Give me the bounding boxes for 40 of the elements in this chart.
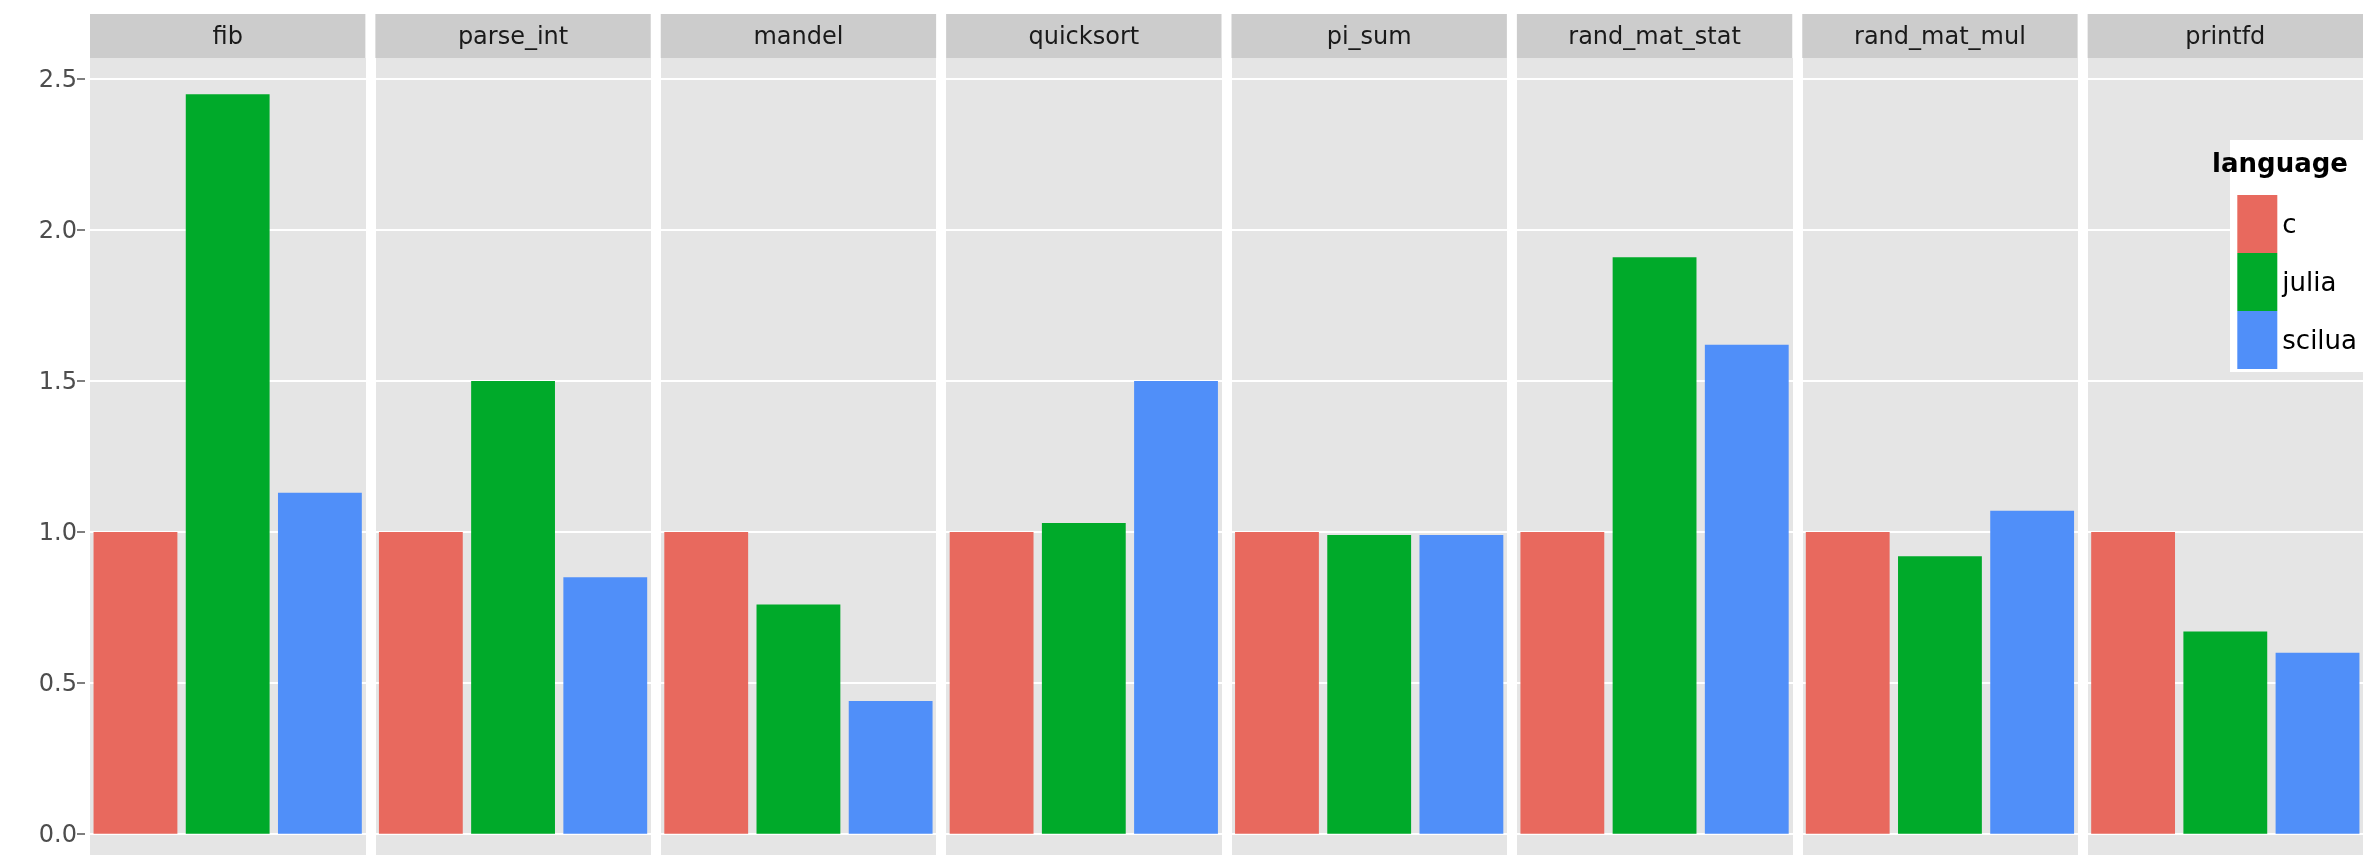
x-tick-label: quicksort [1028, 22, 1140, 50]
bar [1419, 534, 1504, 834]
bar [2183, 631, 2268, 834]
legend-title: language [2212, 148, 2349, 178]
bar [185, 94, 270, 834]
legend-label: scilua [2282, 325, 2357, 355]
x-tick-label: fib [212, 22, 243, 50]
bar [1704, 344, 1789, 834]
legend-label: c [2282, 209, 2297, 239]
x-tick-label: parse_int [457, 22, 569, 50]
y-tick-label: 2.5 [38, 65, 77, 94]
x-tick-label: rand_mat_stat [1568, 22, 1741, 50]
bar [1327, 534, 1412, 834]
x-tick-label: pi_sum [1326, 22, 1412, 50]
bar [756, 604, 841, 834]
bar [949, 531, 1034, 834]
bar [1235, 531, 1319, 834]
bar [277, 492, 362, 834]
bar [1520, 531, 1605, 834]
bar [1990, 510, 2075, 834]
bar [1041, 522, 1126, 834]
y-tick-label: 1.0 [38, 517, 77, 546]
bar [93, 531, 178, 834]
bar [563, 577, 648, 834]
bar [2091, 531, 2176, 834]
y-tick-label: 1.5 [38, 367, 77, 396]
legend-label: julia [2281, 267, 2337, 297]
y-tick-label: 0.5 [38, 668, 77, 697]
y-tick-label: 0.0 [38, 819, 77, 848]
x-tick-label: mandel [753, 22, 844, 50]
x-tick-label: printfd [2185, 22, 2266, 50]
bar [471, 381, 555, 834]
x-tick-label: rand_mat_mul [1854, 22, 2026, 50]
bar [664, 531, 749, 834]
bar [1612, 257, 1697, 834]
y-tick-label: 2.0 [38, 216, 77, 245]
bar [1134, 381, 1218, 834]
bar [2275, 652, 2360, 834]
bar [848, 701, 933, 834]
bar [1898, 556, 1982, 834]
